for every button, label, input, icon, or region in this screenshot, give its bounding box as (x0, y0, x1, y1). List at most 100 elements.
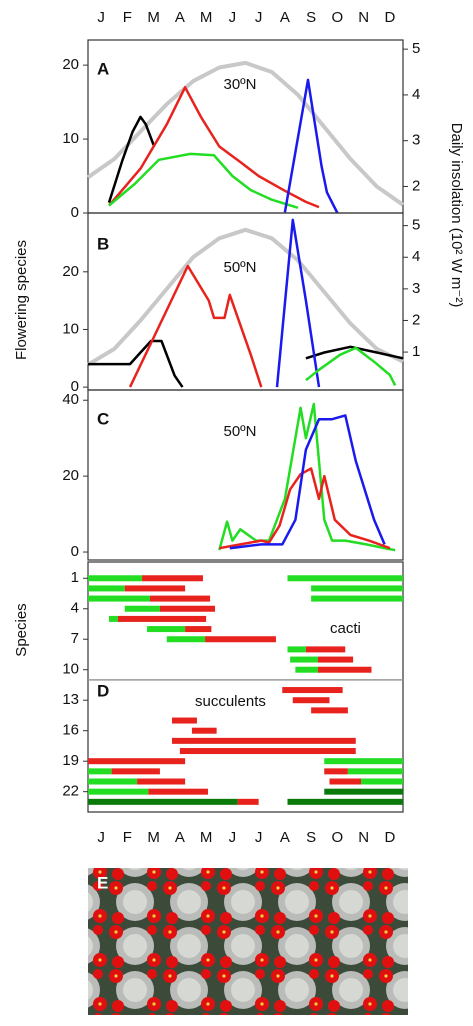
flowering-bar (205, 636, 276, 643)
flowering-bar (124, 585, 186, 592)
y2-tick-label: 2 (412, 311, 420, 328)
flowering-bar (305, 646, 346, 653)
flowering-bar (166, 636, 206, 643)
month-label: M (147, 9, 160, 26)
y-tick-label: 7 (71, 630, 79, 647)
annotation: 50ºN (224, 259, 257, 276)
flowering-bar (185, 626, 212, 633)
flowering-bar (109, 615, 118, 622)
flowering-bar (172, 717, 197, 724)
month-label: O (332, 9, 344, 26)
y-tick-label: 1 (71, 569, 79, 586)
series-line (283, 78, 339, 214)
flowering-bar (292, 697, 330, 704)
month-label: A (280, 9, 290, 26)
plot-frame (87, 561, 404, 813)
flowering-bar (88, 788, 149, 795)
series-line (108, 152, 299, 209)
y2-axis-label: Daily insolation (10² W m⁻²) (448, 123, 465, 308)
flowering-bar (147, 626, 186, 633)
flowering-bar (311, 585, 403, 592)
month-label: A (175, 829, 185, 846)
y2-tick-label: 4 (412, 86, 420, 103)
flowering-bar (290, 656, 318, 663)
month-label: M (147, 829, 160, 846)
photo (88, 868, 408, 1015)
y-tick-label: 20 (62, 263, 79, 280)
flowering-bar (282, 687, 343, 694)
month-label: D (384, 9, 395, 26)
flowering-bar (361, 778, 403, 785)
panel-label: B (97, 234, 109, 253)
y2-tick-label: 1 (412, 343, 420, 360)
y2-tick-label: 3 (412, 280, 420, 297)
panel-label: A (97, 59, 109, 78)
series-line (275, 218, 321, 388)
flowering-bar (237, 798, 259, 805)
flowering-bar (149, 595, 211, 602)
y2-tick-label: 4 (412, 248, 420, 265)
y-tick-label: 0 (71, 378, 79, 395)
y2-tick-label: 3 (412, 132, 420, 149)
month-label: M (200, 829, 213, 846)
series-line (218, 402, 396, 552)
annotation: 30ºN (224, 76, 257, 93)
y-tick-label: 10 (62, 661, 79, 678)
flowering-bar (88, 575, 143, 582)
month-label: O (332, 829, 344, 846)
flowering-bar (159, 605, 216, 612)
y-tick-label: 19 (62, 752, 79, 769)
month-label: J (255, 9, 263, 26)
flowering-bar (88, 778, 138, 785)
y-tick-label: 22 (62, 783, 79, 800)
flowering-bar (317, 666, 372, 673)
series-line (128, 264, 263, 388)
month-label: S (306, 829, 316, 846)
flowering-bar (111, 768, 160, 775)
series-line (107, 115, 155, 203)
flowering-bar (148, 788, 208, 795)
y-tick-label: 16 (62, 722, 79, 739)
flowering-bar (324, 768, 348, 775)
y-tick-label: 20 (62, 467, 79, 484)
month-label: J (229, 829, 237, 846)
plot-frame (87, 389, 404, 561)
series-line (229, 414, 386, 550)
y-tick-label: 10 (62, 130, 79, 147)
flowering-bar (287, 798, 403, 805)
flowering-bar (317, 656, 354, 663)
annotation: cacti (330, 620, 361, 637)
y-tick-label: 4 (71, 600, 79, 617)
month-label: F (123, 829, 132, 846)
month-label: F (123, 9, 132, 26)
flowering-bar (287, 575, 403, 582)
flowering-bar (329, 778, 361, 785)
month-label: J (97, 829, 105, 846)
y-tick-label: 0 (71, 204, 79, 221)
month-label: N (358, 829, 369, 846)
flowering-bar (191, 727, 217, 734)
month-label: M (200, 9, 213, 26)
flowering-bar (88, 758, 186, 765)
insolation-line (86, 60, 405, 207)
flowering-bar (295, 666, 318, 673)
flowering-bar (179, 748, 356, 755)
flowering-bar (88, 585, 125, 592)
y2-tick-label: 2 (412, 177, 420, 194)
y-tick-label: 0 (71, 543, 79, 560)
flowering-bar (324, 758, 403, 765)
y-tick-label: 40 (62, 391, 79, 408)
insolation-line (86, 227, 404, 367)
flowering-bar (88, 768, 112, 775)
flowering-bar (287, 646, 306, 653)
month-label: J (255, 829, 263, 846)
y-axis-label: Species (13, 603, 30, 656)
series-line (219, 467, 391, 550)
annotation: 50ºN (224, 423, 257, 440)
flowering-bar (137, 778, 186, 785)
y2-tick-label: 5 (412, 40, 420, 57)
month-label: S (306, 9, 316, 26)
y-axis-label: Flowering species (13, 240, 30, 360)
flowering-bar (124, 605, 160, 612)
flowering-bar (142, 575, 203, 582)
